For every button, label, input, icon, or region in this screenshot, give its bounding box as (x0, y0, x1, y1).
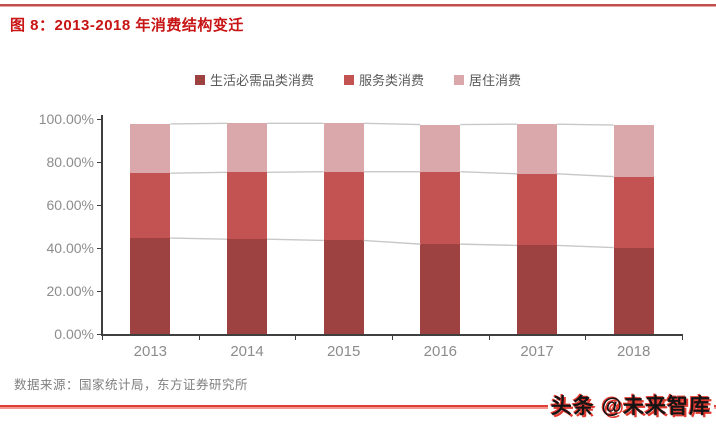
top-divider-line-shadow (0, 6, 716, 7)
legend-item: 生活必需品类消费 (194, 70, 314, 89)
x-axis-category-label: 2018 (616, 343, 651, 360)
x-axis-category-label: 2017 (520, 343, 554, 360)
top-divider-line (0, 4, 716, 6)
bar-segment (227, 239, 267, 334)
x-axis-tick-mark (102, 336, 103, 340)
x-axis-tick-mark (295, 336, 297, 340)
bar-segment (130, 238, 171, 334)
bar-segment (323, 123, 364, 172)
legend-item: 居住消费 (454, 70, 521, 89)
legend-item: 服务类消费 (343, 70, 424, 89)
y-axis-tick-mark (97, 119, 102, 120)
legend-swatch-icon (194, 74, 205, 85)
chart-legend: 生活必需品类消费 服务类消费 居住消费 (0, 70, 716, 89)
bar-segment (517, 173, 557, 246)
bottom-divider-line (0, 405, 716, 407)
bottom-divider-line-shadow (0, 407, 716, 409)
legend-swatch-icon (454, 74, 464, 85)
bar-segment (130, 173, 171, 239)
x-axis-tick-mark (392, 336, 393, 340)
legend-swatch-icon (343, 74, 354, 85)
toutiao-watermark: 头条 @未来智库 (547, 390, 714, 420)
y-axis-tick-label: 40.00% (46, 240, 94, 256)
bar-segment (227, 123, 267, 173)
y-axis-tick-mark (97, 291, 102, 292)
x-axis-category-label: 2014 (230, 343, 264, 360)
x-axis-tick-mark (585, 336, 587, 340)
bar-segment (420, 244, 461, 334)
y-axis-tick-mark (97, 248, 102, 249)
y-axis-tick-mark (97, 162, 102, 163)
y-axis-tick-label: 0.00% (54, 326, 94, 342)
legend-label: 服务类消费 (358, 73, 424, 88)
bar-segment (613, 176, 654, 248)
y-axis-tick-label: 60.00% (46, 197, 94, 213)
legend-label: 生活必需品类消费 (209, 73, 314, 88)
x-axis-tick-mark (682, 336, 683, 340)
bar-segment (420, 124, 461, 172)
y-axis-line (101, 115, 103, 335)
bar-segment (517, 245, 557, 334)
bar-segment (323, 240, 364, 334)
legend-label: 居住消费 (469, 73, 522, 88)
x-axis-category-label: 2016 (423, 343, 458, 360)
y-axis-tick-mark (97, 205, 102, 206)
x-axis-tick-mark (488, 336, 490, 340)
x-axis-line (101, 334, 683, 336)
x-axis-category-label: 2015 (326, 343, 361, 360)
y-axis-tick-mark (97, 334, 102, 335)
x-axis-category-label: 2013 (133, 343, 168, 360)
bar-segment (517, 124, 557, 174)
bar-segment (613, 247, 654, 334)
bar-segment (130, 123, 171, 174)
y-axis-tick-label: 80.00% (46, 154, 94, 170)
bar-segment (323, 171, 364, 241)
bar-segment (420, 171, 461, 245)
y-axis-tick-label: 20.00% (46, 283, 94, 299)
x-axis-tick-mark (198, 336, 200, 340)
chart-title: 图 8：2013-2018 年消费结构变迁 (10, 17, 244, 34)
y-axis-tick-label: 100.00% (38, 111, 94, 127)
bar-segment (613, 125, 654, 177)
data-source-note: 数据来源：国家统计局，东方证券研究所 (14, 378, 249, 392)
bar-segment (227, 172, 267, 240)
